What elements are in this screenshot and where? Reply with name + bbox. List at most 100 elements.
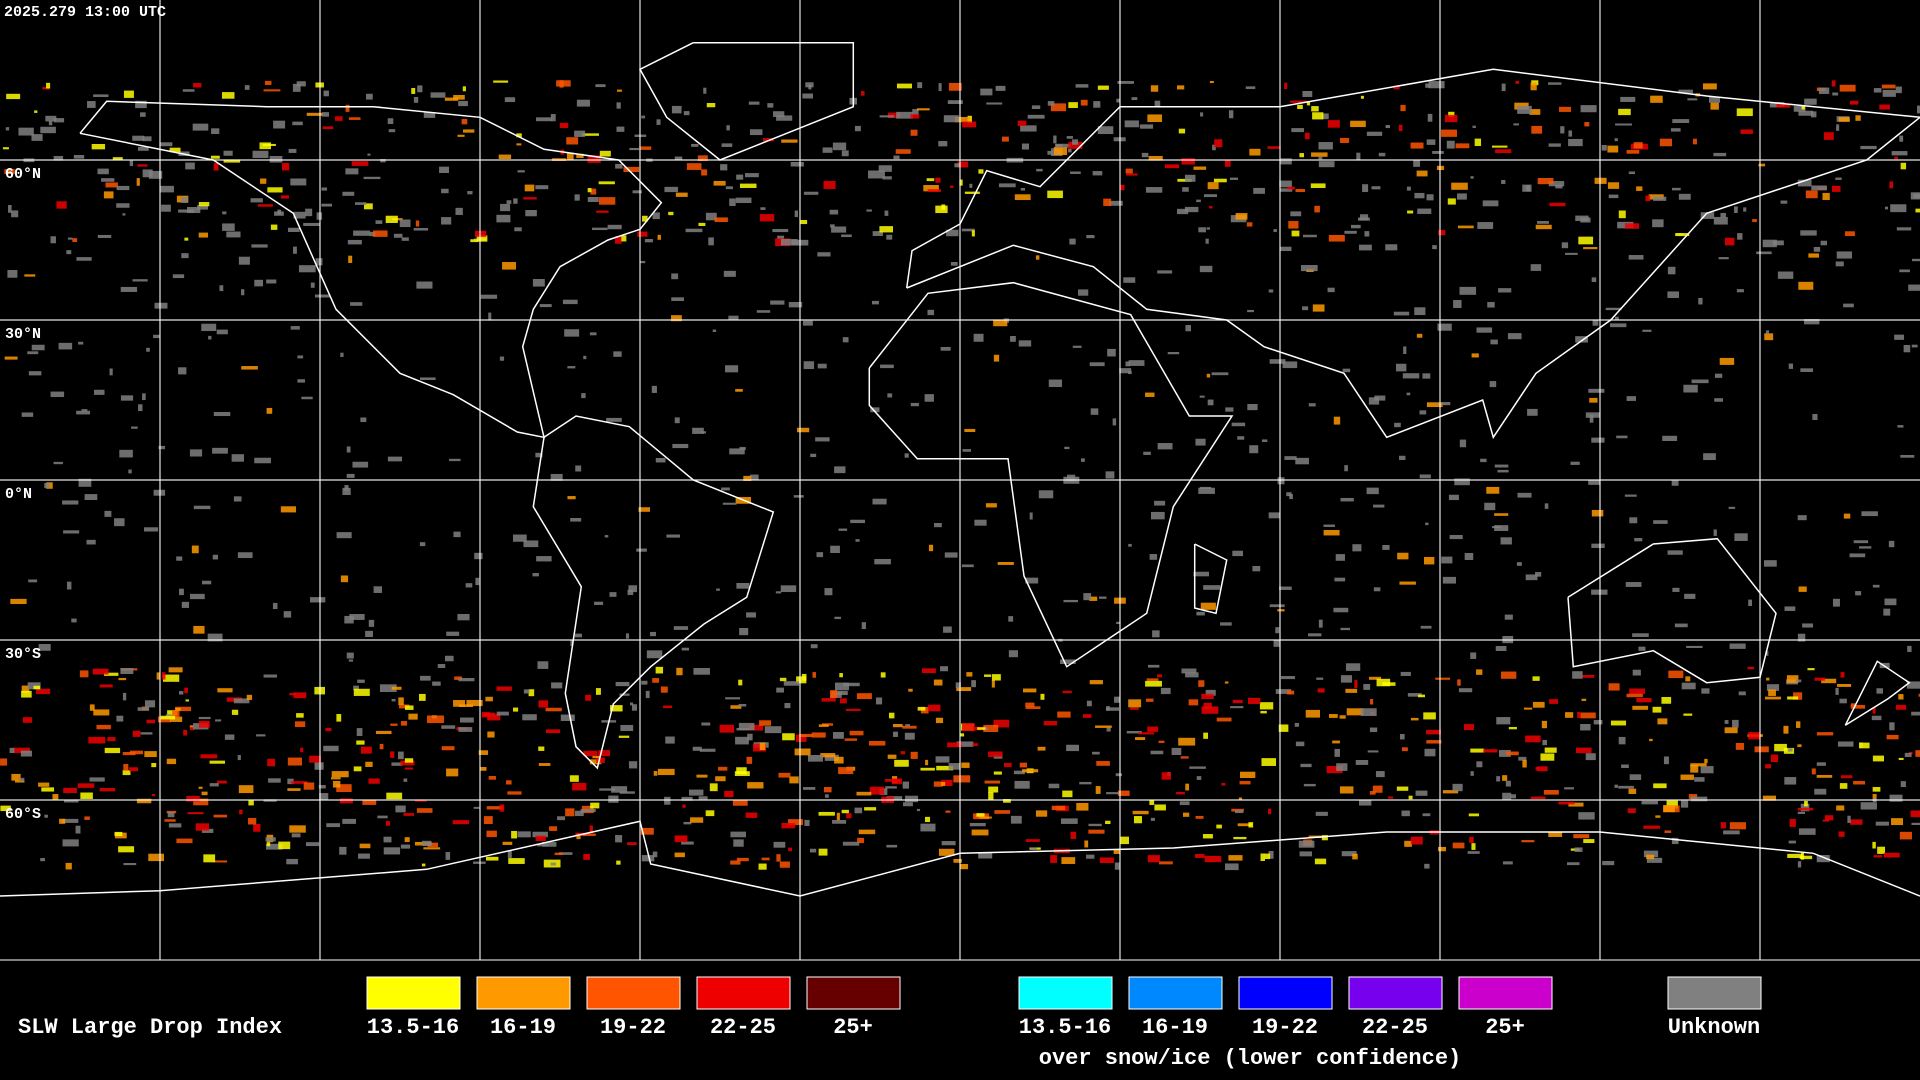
cloud-patch: [231, 709, 239, 715]
cloud-patch: [293, 211, 306, 219]
cloud-patch: [880, 364, 894, 369]
cloud-patch: [1416, 170, 1428, 177]
cloud-patch: [1239, 771, 1256, 778]
cloud-patch: [1300, 763, 1312, 768]
cloud-patch: [1295, 457, 1310, 465]
cloud-patch: [1891, 151, 1908, 156]
cloud-patch: [513, 198, 518, 204]
cloud-patch: [1051, 805, 1066, 811]
cloud-patch: [1548, 181, 1565, 187]
cloud-patch: [1290, 211, 1302, 217]
cloud-patch: [1835, 261, 1844, 267]
cloud-patch: [1583, 247, 1598, 250]
cloud-patch: [607, 224, 622, 230]
cloud-patch: [119, 449, 133, 458]
cloud-patch: [481, 712, 490, 718]
cloud-patch: [496, 214, 511, 223]
cloud-patch: [1426, 194, 1434, 201]
cloud-patch: [935, 717, 944, 724]
cloud-patch: [80, 792, 93, 799]
cloud-patch: [1629, 517, 1638, 524]
cloud-patch: [1205, 238, 1209, 244]
cloud-patch: [1277, 609, 1285, 612]
cloud-patch: [1849, 100, 1859, 105]
cloud-patch: [933, 781, 943, 787]
cloud-patch: [895, 149, 911, 154]
cloud-patch: [1196, 611, 1205, 616]
cloud-patch: [419, 542, 426, 547]
cloud-patch: [1025, 577, 1039, 584]
cloud-patch: [778, 772, 791, 778]
cloud-patch: [546, 729, 561, 734]
cloud-patch: [1312, 112, 1324, 120]
cloud-patch: [1441, 129, 1457, 137]
cloud-patch: [1367, 750, 1379, 753]
cloud-patch: [1364, 231, 1370, 237]
cloud-patch: [1589, 397, 1598, 403]
legend-label: 13.5-16: [367, 1015, 459, 1040]
cloud-patch: [516, 143, 522, 146]
cloud-patch: [1850, 704, 1866, 709]
cloud-patch: [502, 841, 513, 845]
cloud-patch: [132, 135, 145, 141]
cloud-patch: [1403, 346, 1407, 355]
cloud-patch: [1591, 509, 1604, 517]
cloud-patch: [985, 503, 997, 508]
cloud-patch: [1339, 786, 1354, 794]
cloud-patch: [639, 146, 652, 150]
cloud-patch: [53, 155, 64, 161]
cloud-patch: [794, 210, 799, 218]
cloud-patch: [641, 680, 648, 685]
cloud-patch: [1047, 101, 1055, 106]
cloud-patch: [1495, 646, 1507, 652]
cloud-patch: [1525, 185, 1531, 192]
cloud-patch: [346, 652, 354, 659]
cloud-patch: [1229, 177, 1239, 180]
cloud-patch: [267, 758, 276, 767]
cloud-patch: [352, 461, 369, 468]
cloud-patch: [691, 143, 699, 147]
cloud-patch: [1105, 820, 1111, 825]
cloud-patch: [1501, 179, 1506, 184]
cloud-patch: [673, 626, 689, 630]
cloud-patch: [705, 810, 715, 817]
cloud-patch: [4, 356, 18, 360]
cloud-patch: [1123, 277, 1136, 283]
cloud-patch: [1490, 339, 1498, 345]
cloud-patch: [158, 445, 165, 450]
cloud-patch: [925, 759, 929, 766]
cloud-patch: [1811, 185, 1827, 191]
cloud-patch: [1492, 145, 1508, 148]
cloud-patch: [1286, 690, 1295, 695]
cloud-patch: [1167, 351, 1180, 355]
cloud-patch: [287, 778, 294, 785]
cloud-patch: [289, 693, 296, 696]
cloud-patch: [1591, 543, 1605, 548]
cloud-patch: [423, 847, 441, 850]
cloud-patch: [1463, 724, 1474, 731]
cloud-patch: [983, 727, 988, 731]
cloud-patch: [181, 197, 189, 203]
cloud-patch: [507, 791, 522, 795]
cloud-patch: [1053, 147, 1068, 156]
cloud-patch: [265, 843, 283, 850]
cloud-patch: [986, 102, 1003, 105]
cloud-patch: [716, 588, 720, 591]
cloud-patch: [587, 188, 592, 193]
unknown-legend-label: Unknown: [1668, 1015, 1760, 1040]
cloud-patch: [128, 469, 132, 474]
cloud-patch: [576, 153, 584, 158]
cloud-patch: [653, 771, 658, 776]
cloud-patch: [652, 678, 660, 683]
cloud-patch: [591, 227, 608, 231]
cloud-patch: [1884, 206, 1889, 210]
cloud-patch: [794, 748, 811, 756]
cloud-patch: [453, 94, 465, 100]
cloud-patch: [1022, 688, 1037, 693]
cloud-patch: [40, 857, 46, 862]
cloud-patch: [1096, 761, 1110, 766]
cloud-patch: [733, 839, 744, 847]
cloud-patch: [1575, 336, 1588, 343]
cloud-patch: [938, 83, 942, 92]
